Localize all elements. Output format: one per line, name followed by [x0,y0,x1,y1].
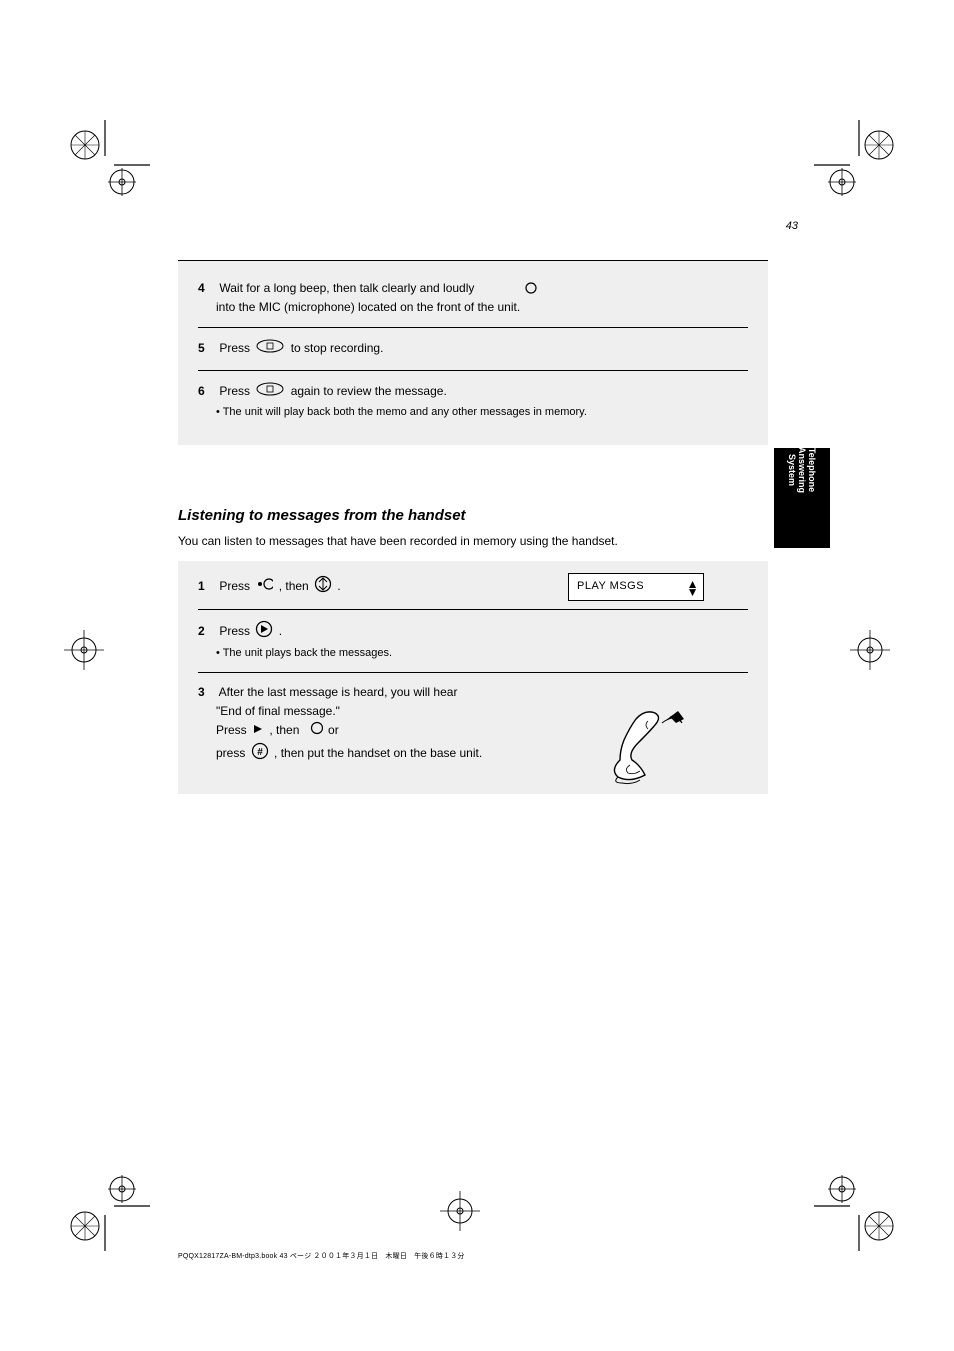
step-text: into the MIC (microphone) located on the… [216,300,520,314]
step-text: press # , then put the handset on the ba… [216,746,482,760]
step-text: Wait for a long beep, then talk clearly … [219,281,474,295]
crop-mark-icon [54,620,114,680]
section-heading: Listening to messages from the handset [178,507,768,524]
step-5: 5 Press to stop recording. [198,338,748,360]
step-text: Press to stop recording. [219,341,383,355]
step-4: 4 Wait for a long beep, then talk clearl… [198,279,748,317]
section-tab-label: Telephone Answering System [787,446,817,494]
step-2: 2 Press . • The unit plays back the mess… [198,620,748,663]
instruction-panel-1: 4 Wait for a long beep, then talk clearl… [178,260,768,445]
step-text: Press . [219,624,282,638]
ans-button-icon [305,720,323,742]
footer-metadata: PQQX12817ZA-BM-dtp3.book 43 ページ ２００１年３月１… [178,1251,465,1261]
step-number: 2 [198,622,216,641]
play-small-icon [252,722,264,741]
step-number: 4 [198,279,216,298]
lcd-text: PLAY MSGS [577,580,644,592]
svg-text:#: # [257,747,263,758]
crop-mark-icon [430,1181,490,1241]
step-text: Press , then or [216,723,339,737]
crop-mark-icon [60,1161,150,1251]
step-number: 3 [198,683,216,702]
step-text: Press again to review the message. [219,384,446,398]
step-number: 5 [198,339,216,358]
play-button-icon [255,620,273,644]
talk-button-icon [255,576,273,598]
step-tail: to stop recording. [291,341,384,355]
mic-icon [244,298,258,318]
stop-button-icon [255,381,285,403]
updown-arrow-icon: ▲▼ [687,580,699,596]
lcd-display: PLAY MSGS ▲▼ [568,573,704,601]
crop-mark-icon [814,120,904,210]
page-number: 43 [786,220,798,232]
instruction-panel-2: PLAY MSGS ▲▼ 1 Press , then . [178,561,768,794]
step-tail: again to review the message. [291,384,447,398]
nav-button-icon [314,575,332,599]
step-number: 1 [198,577,216,596]
step-text: Press , then . [219,579,340,593]
step-note: • The unit plays back the messages. [216,647,392,659]
step-text: "End of final message." [216,704,340,718]
stop-button-icon [255,338,285,360]
handset-icon [600,705,690,790]
crop-mark-icon [840,620,900,680]
hash-button-icon: # [251,742,269,766]
step-number: 6 [198,382,216,401]
step-6: 6 Press again to review the message. • T… [198,381,748,422]
step-note: • The unit will play back both the memo … [216,406,587,418]
crop-mark-icon [60,120,150,210]
step-text: After the last message is heard, you wil… [219,685,458,699]
intro-text: You can listen to messages that have bee… [178,532,768,551]
crop-mark-icon [814,1161,904,1251]
